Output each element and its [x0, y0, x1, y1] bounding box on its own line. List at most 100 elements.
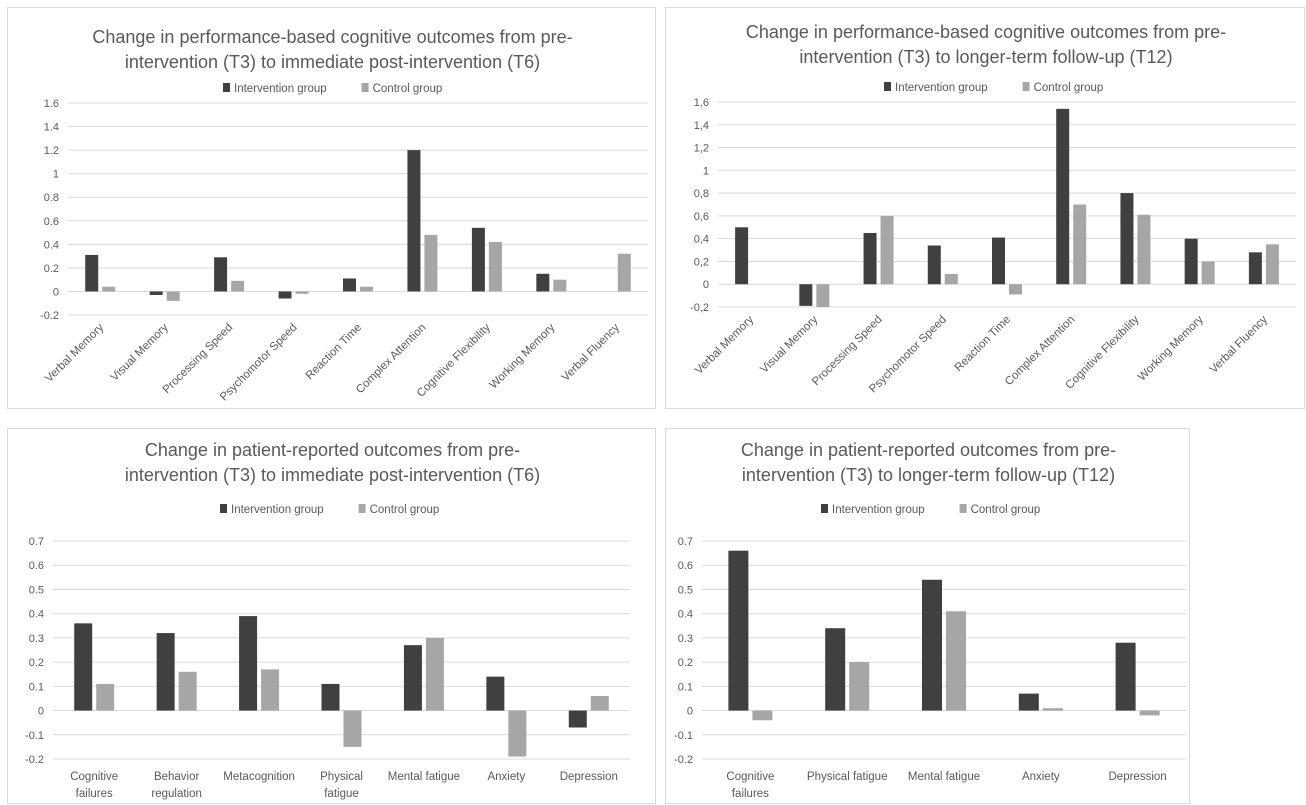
category-label: failures [732, 788, 769, 800]
y-tick-label: 0,6 [694, 211, 709, 223]
bar-intervention-2 [156, 633, 175, 711]
bar-intervention-9 [1248, 252, 1262, 285]
category-label: Complex Attention [354, 322, 428, 396]
bar-intervention-3 [863, 232, 877, 285]
bar-intervention-6 [1056, 108, 1070, 285]
y-tick-label: 0.1 [29, 681, 44, 693]
y-tick-label: 0.4 [678, 609, 693, 621]
category-label: Physical [320, 771, 363, 783]
bar-control-4 [343, 710, 362, 747]
category-label: Depression [1109, 771, 1167, 783]
category-label: Processing Speed [161, 322, 235, 396]
y-tick-label: 0.4 [29, 609, 44, 621]
category-label: Cognitive Flexibility [1063, 313, 1141, 391]
y-tick-label: 0.6 [678, 560, 693, 572]
chart-title-line-2: intervention (T3) to immediate post-inte… [125, 52, 540, 72]
y-tick-label: 1 [53, 169, 59, 181]
y-tick-label: 1,4 [694, 120, 709, 132]
category-label: Cognitive [70, 771, 118, 783]
category-label: Working Memory [488, 321, 558, 391]
bar-control-6 [508, 710, 527, 757]
legend-swatch-control [358, 504, 366, 513]
bar-intervention-3 [214, 257, 228, 292]
legend-label-intervention: Intervention group [234, 83, 327, 95]
y-tick-label: 1.2 [44, 145, 59, 157]
legend-label-control: Control group [373, 83, 443, 95]
bar-control-1 [96, 683, 115, 711]
bar-control-7 [488, 241, 502, 292]
bar-intervention-4 [321, 683, 340, 711]
category-label: Verbal Fluency [560, 321, 622, 383]
legend-label-control: Control group [971, 504, 1041, 516]
chart-panel-performance-t12: Change in performance-based cognitive ou… [665, 7, 1305, 409]
bar-intervention-3 [922, 579, 942, 711]
y-tick-label: -0,2 [690, 302, 709, 314]
bar-intervention-3 [239, 616, 258, 711]
y-tick-label: 0.8 [44, 192, 59, 204]
bar-control-2 [816, 284, 830, 307]
y-tick-label: 0,8 [694, 188, 709, 200]
chart-performance-t6: Change in performance-based cognitive ou… [40, 27, 648, 403]
legend-label-intervention: Intervention group [832, 504, 925, 516]
legend-label-intervention: Intervention group [895, 82, 988, 94]
y-tick-label: 0,2 [694, 256, 709, 268]
bar-control-4 [295, 291, 309, 294]
category-label: Verbal Memory [693, 313, 756, 376]
bar-control-1 [752, 710, 773, 721]
chart-performance-t12: Change in performance-based cognitive ou… [690, 22, 1296, 395]
chart-panel-patient-t6: Change in patient-reported outcomes from… [7, 428, 656, 804]
y-tick-label: 0.2 [29, 657, 44, 669]
bar-intervention-1 [74, 623, 93, 711]
chart-title-line-1: Change in performance-based cognitive ou… [746, 22, 1226, 42]
chart-title-line-1: Change in patient-reported outcomes from… [145, 440, 520, 460]
bar-control-3 [946, 611, 966, 711]
y-tick-label: -0.2 [25, 754, 44, 766]
legend-swatch-intervention [220, 504, 227, 513]
chart-title-line-2: intervention (T3) to longer-term follow-… [799, 47, 1172, 67]
bar-intervention-8 [536, 273, 550, 292]
chart-panel-patient-t12: Change in patient-reported outcomes from… [665, 428, 1190, 804]
category-label: Behavior [154, 771, 200, 783]
category-label: Working Memory [1136, 313, 1206, 383]
bar-control-5 [1009, 284, 1022, 295]
category-label: Complex Attention [1003, 314, 1077, 388]
legend-label-control: Control group [1034, 82, 1104, 94]
y-tick-label: 0.2 [44, 263, 59, 275]
y-tick-label: 1 [703, 165, 709, 177]
category-label: Visual Memory [758, 313, 820, 375]
chart-title-line-2: intervention (T3) to immediate post-inte… [125, 465, 540, 485]
legend-swatch-control [361, 83, 369, 92]
category-label: Physical fatigue [807, 771, 888, 783]
bar-control-2 [849, 662, 870, 711]
category-label: failures [76, 788, 113, 800]
legend-label-intervention: Intervention group [231, 504, 324, 516]
bar-intervention-1 [735, 227, 749, 285]
bar-control-3 [231, 280, 245, 292]
bar-intervention-2 [825, 628, 846, 711]
category-label: Mental fatigue [908, 771, 980, 783]
y-tick-label: 0.6 [29, 560, 44, 572]
y-tick-label: 0.5 [678, 584, 693, 596]
bar-intervention-7 [568, 710, 587, 728]
y-tick-label: 0 [703, 279, 709, 291]
category-label: Depression [560, 771, 618, 783]
bar-intervention-5 [1115, 642, 1136, 711]
y-tick-label: 0.3 [29, 633, 44, 645]
bar-control-4 [944, 273, 958, 285]
bar-control-1 [102, 286, 116, 292]
legend-swatch-control [1022, 82, 1030, 91]
bar-control-4 [1042, 708, 1063, 711]
bar-control-5 [425, 637, 444, 711]
y-tick-label: 0 [38, 706, 44, 718]
legend-swatch-control [959, 504, 967, 513]
y-tick-label: 0,4 [694, 234, 709, 246]
y-tick-label: -0.1 [674, 730, 693, 742]
bar-control-3 [261, 669, 280, 711]
bar-intervention-6 [407, 150, 421, 292]
y-tick-label: 0.7 [678, 536, 693, 548]
bar-intervention-7 [471, 227, 485, 292]
chart-title-line-2: intervention (T3) to longer-term follow-… [742, 465, 1115, 485]
bar-intervention-5 [403, 645, 422, 711]
y-tick-label: 0.7 [29, 536, 44, 548]
category-label: Reaction Time [953, 314, 1013, 374]
